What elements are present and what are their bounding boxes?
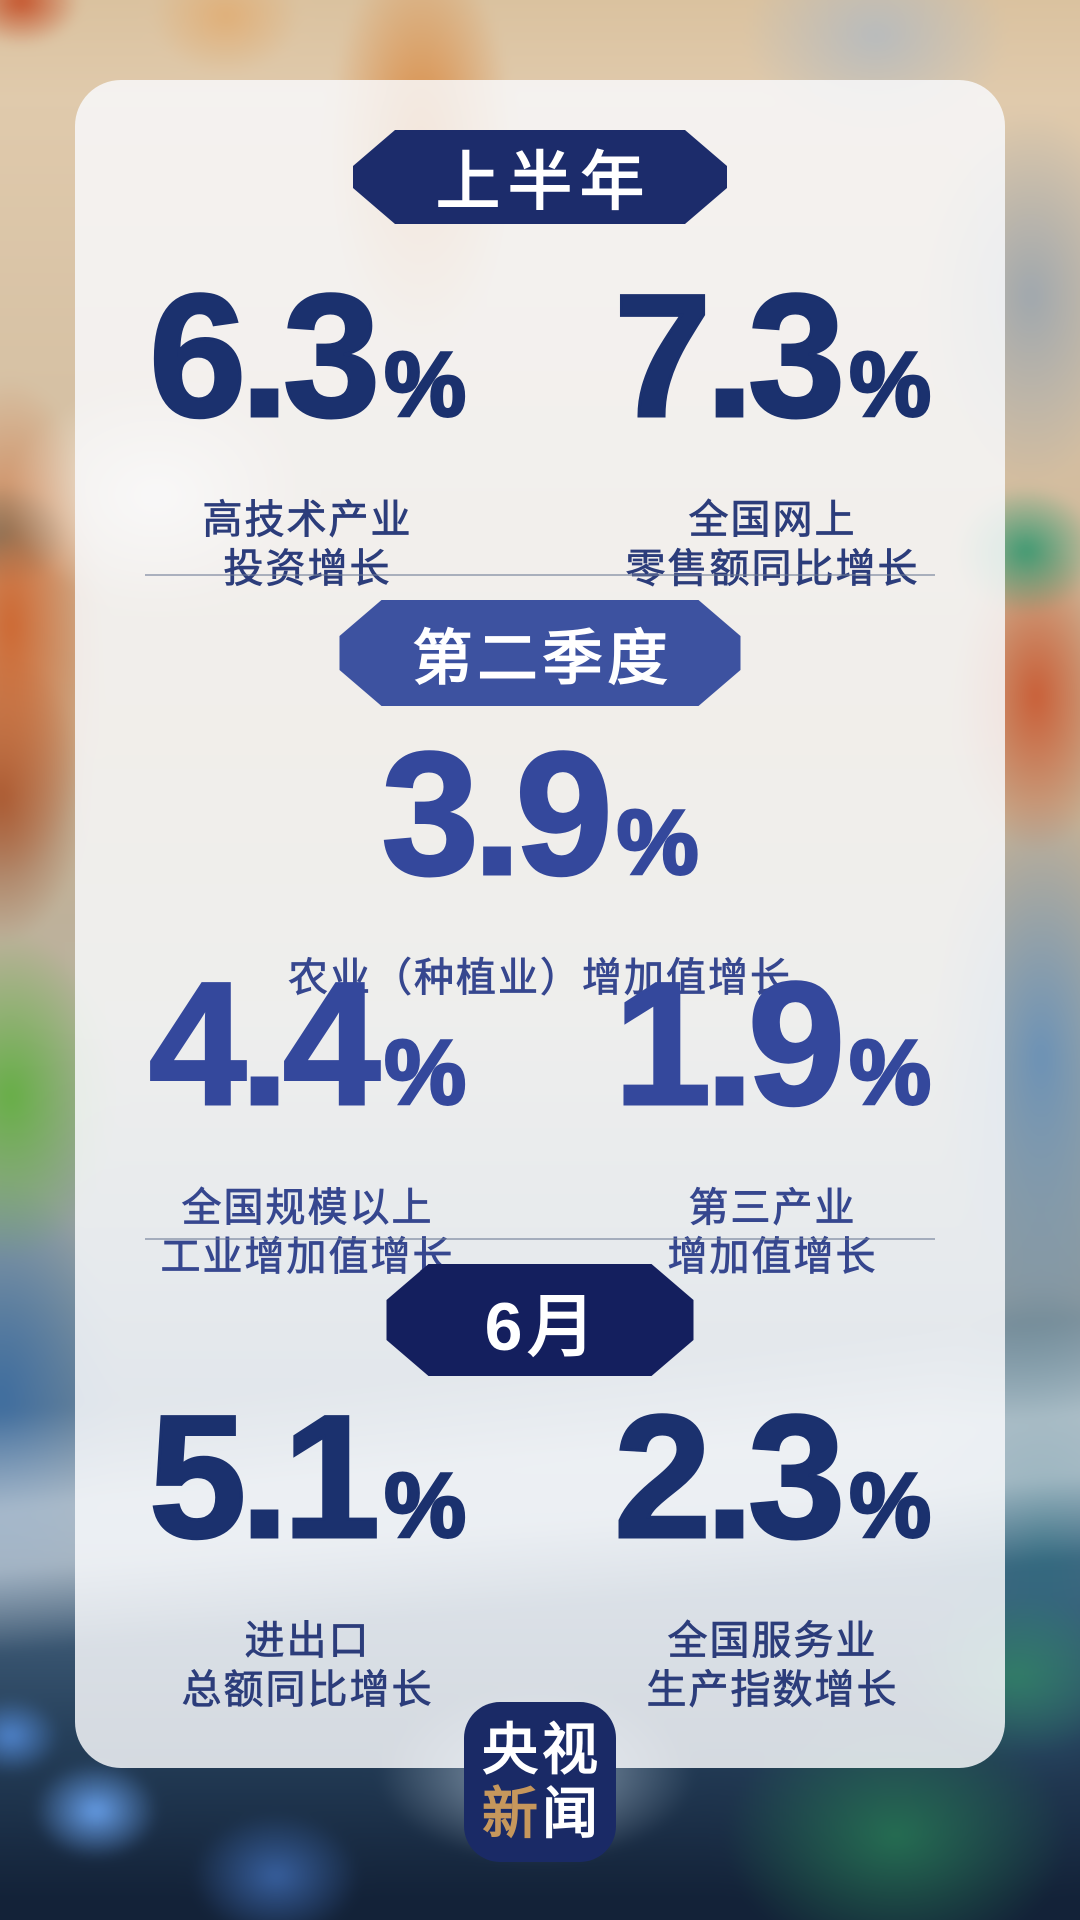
stat-label-line: 全国服务业: [667, 1619, 878, 1664]
stat-number: 5.1: [147, 1380, 381, 1575]
stat-tertiary-industry: 1.9% 第三产业 增加值增长: [540, 956, 1005, 1282]
stat-label-line: 农业（种植业）增加值增长: [288, 956, 792, 1001]
stat-label-line: 全国网上: [688, 498, 857, 543]
stat-import-export: 5.1% 进出口 总额同比增长: [75, 1389, 540, 1715]
percent-sign: %: [383, 1021, 468, 1126]
stat-agriculture: 3.9% 农业（种植业）增加值增长: [75, 726, 1005, 1003]
stat-value: 1.9%: [540, 956, 1005, 1170]
stat-row-june: 5.1% 进出口 总额同比增长 2.3% 全国服务业 生产指数增长: [75, 1389, 1005, 1715]
stat-label-line: 零售额同比增长: [625, 547, 920, 592]
banner-first-half: 上半年: [353, 130, 727, 224]
logo-text-wen: 闻: [542, 1782, 602, 1845]
stat-online-retail: 7.3% 全国网上 零售额同比增长: [540, 268, 1005, 594]
stat-label: 进出口 总额同比增长: [75, 1617, 540, 1715]
stat-label-line: 投资增长: [223, 547, 392, 592]
stat-label-line: 增加值增长: [667, 1235, 878, 1280]
stat-value: 7.3%: [540, 268, 1005, 482]
banner-second-quarter-label: 第二季度: [412, 624, 673, 692]
logo-text-xin: 新: [482, 1782, 542, 1845]
stat-number: 4.4: [147, 947, 381, 1142]
stat-value: 2.3%: [540, 1389, 1005, 1603]
percent-sign: %: [848, 1454, 933, 1559]
stat-label: 高技术产业 投资增长: [75, 496, 540, 594]
banner-first-half-label: 上半年: [436, 146, 652, 218]
stat-number: 3.9: [380, 717, 614, 912]
stat-value: 5.1%: [75, 1389, 540, 1603]
stat-value: 6.3%: [75, 268, 540, 482]
stat-service-production-index: 2.3% 全国服务业 生产指数增长: [540, 1389, 1005, 1715]
banner-june: 6月: [387, 1264, 694, 1376]
banner-second-quarter: 第二季度: [340, 600, 741, 706]
stat-label-line: 进出口: [244, 1619, 371, 1664]
section-divider: [145, 574, 935, 576]
stat-number: 7.3: [612, 259, 846, 454]
stat-high-tech-investment: 6.3% 高技术产业 投资增长: [75, 268, 540, 594]
percent-sign: %: [615, 791, 700, 896]
stat-label-line: 第三产业: [688, 1186, 857, 1231]
stat-label-line: 工业增加值增长: [160, 1235, 455, 1280]
percent-sign: %: [848, 1021, 933, 1126]
stats-card: [75, 80, 1005, 1768]
stat-label: 第三产业 增加值增长: [540, 1184, 1005, 1282]
stat-label-line: 生产指数增长: [646, 1668, 899, 1713]
section-divider: [145, 1238, 935, 1240]
banner-june-label: 6月: [484, 1288, 601, 1365]
percent-sign: %: [848, 333, 933, 438]
stat-label: 全国网上 零售额同比增长: [540, 496, 1005, 594]
stat-industrial-output: 4.4% 全国规模以上 工业增加值增长: [75, 956, 540, 1282]
stat-label: 农业（种植业）增加值增长: [75, 954, 1005, 1003]
stat-number: 1.9: [612, 947, 846, 1142]
logo-row-bottom: 新闻: [478, 1782, 602, 1846]
stat-number: 6.3: [147, 259, 381, 454]
stat-row-second-quarter: 4.4% 全国规模以上 工业增加值增长 1.9% 第三产业 增加值增长: [75, 956, 1005, 1282]
stat-label-line: 全国规模以上: [181, 1186, 434, 1231]
percent-sign: %: [383, 1454, 468, 1559]
logo-row-top: 央视: [478, 1718, 602, 1782]
stat-label-line: 总额同比增长: [181, 1668, 434, 1713]
logo-text-yangshi: 央视: [482, 1718, 602, 1781]
stat-number: 2.3: [612, 1380, 846, 1575]
stat-row-first-half: 6.3% 高技术产业 投资增长 7.3% 全国网上 零售额同比增长: [75, 268, 1005, 594]
stat-value: 4.4%: [75, 956, 540, 1170]
stat-label: 全国服务业 生产指数增长: [540, 1617, 1005, 1715]
stat-label: 全国规模以上 工业增加值增长: [75, 1184, 540, 1282]
stat-value: 3.9%: [75, 726, 1005, 940]
cctv-news-logo: 央视 新闻: [464, 1702, 616, 1862]
percent-sign: %: [383, 333, 468, 438]
stat-label-line: 高技术产业: [202, 498, 413, 543]
